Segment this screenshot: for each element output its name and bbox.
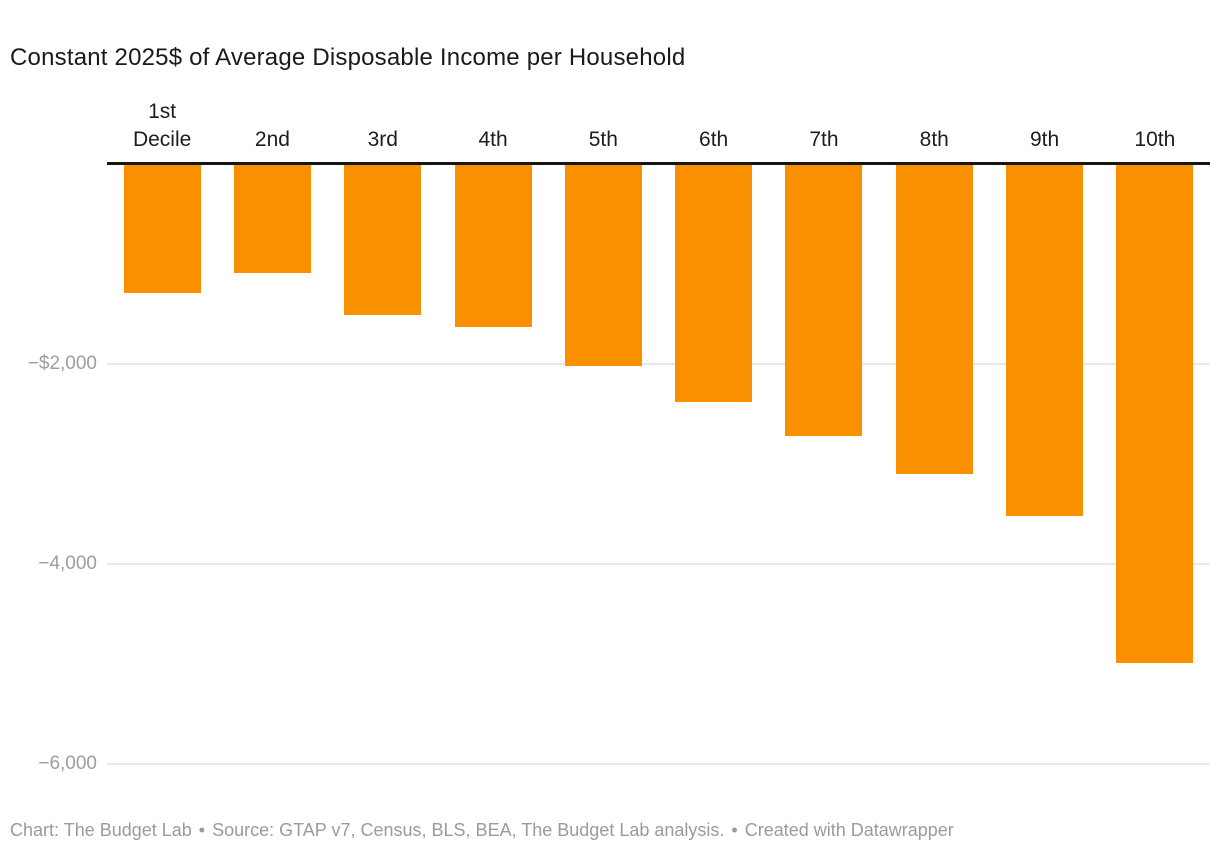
- footer-separator: •: [198, 820, 206, 840]
- category-label: 6th: [699, 128, 729, 151]
- bar: [1116, 163, 1194, 663]
- chart-title: Constant 2025$ of Average Disposable Inc…: [10, 44, 686, 71]
- category-label: 2nd: [254, 128, 290, 151]
- bar: [785, 163, 863, 436]
- category-label: 8th: [919, 128, 949, 151]
- footer-source: Source: GTAP v7, Census, BLS, BEA, The B…: [212, 820, 725, 840]
- gridline: [107, 763, 1210, 765]
- zero-axis-line: [107, 162, 1210, 165]
- footer: Chart: The Budget Lab • Source: GTAP v7, C…: [10, 820, 954, 841]
- y-axis-tick-label: −6,000: [38, 753, 97, 774]
- y-axis-tick-label: −$2,000: [27, 353, 97, 374]
- category-label: 4th: [478, 128, 508, 151]
- gridline: [107, 563, 1210, 565]
- bar: [454, 163, 532, 327]
- footer-chart-credit: Chart: The Budget Lab: [10, 820, 192, 840]
- footer-created-with-link[interactable]: Created with Datawrapper: [744, 820, 954, 840]
- bar: [344, 163, 422, 315]
- category-label: 7th: [809, 128, 839, 151]
- bar: [1006, 163, 1084, 516]
- footer-separator: •: [731, 820, 738, 840]
- category-label: 5th: [588, 128, 618, 151]
- y-axis-tick-label: −4,000: [38, 553, 97, 574]
- category-label: 10th: [1134, 128, 1176, 151]
- category-label: 3rd: [367, 128, 398, 151]
- bar: [675, 163, 753, 402]
- category-label: 9th: [1029, 128, 1060, 151]
- bar: [123, 163, 201, 293]
- category-label: 1st Decile: [132, 100, 192, 151]
- bar: [895, 163, 973, 474]
- bar: [564, 163, 642, 366]
- gridline: [107, 363, 1210, 365]
- bar: [233, 163, 311, 273]
